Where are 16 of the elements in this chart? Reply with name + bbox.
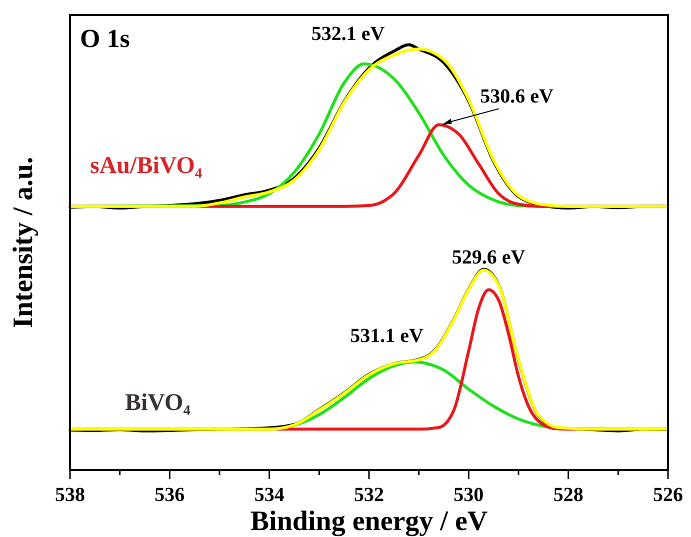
x-tick-label: 534 (254, 484, 284, 506)
series-label: BiVO₄ (125, 390, 190, 416)
annotation: 529.6 eV (452, 246, 526, 269)
x-tick-label: 526 (653, 484, 683, 506)
x-tick-label: 536 (154, 484, 185, 506)
x-tick-label: 532 (354, 484, 384, 506)
annotation: 530.6 eV (480, 86, 554, 108)
x-tick-label: 528 (553, 484, 584, 506)
x-tick-label: 538 (55, 484, 85, 506)
chart-title: O 1s (80, 24, 130, 53)
annotation: 532.1 eV (311, 22, 386, 45)
series-label: sAu/BiVO₄ (90, 153, 202, 180)
y-axis-title: Intensity / a.u. (8, 156, 39, 328)
x-tick-label: 530 (454, 484, 484, 506)
x-axis-title: Binding energy / eV (250, 506, 488, 537)
annotation: 531.1 eV (350, 324, 424, 347)
